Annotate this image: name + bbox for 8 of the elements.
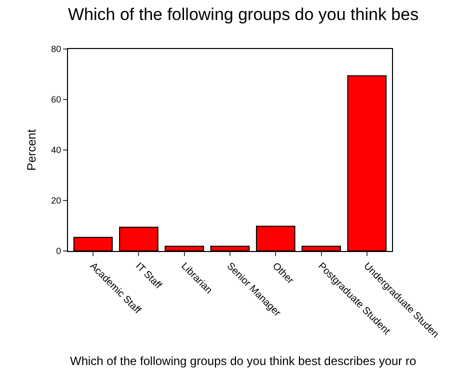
- y-tick-label: 20: [51, 196, 62, 206]
- y-axis-title: Percent: [24, 128, 38, 171]
- chart-title: Which of the following groups do you think bes: [68, 4, 419, 24]
- y-tick-label: 80: [51, 44, 62, 54]
- y-tick-label: 60: [51, 94, 62, 105]
- y-tick-label: 0: [56, 246, 62, 256]
- x-axis-title: Which of the following groups do you think best describes your ro: [70, 354, 417, 368]
- y-tick-label: 40: [51, 145, 62, 156]
